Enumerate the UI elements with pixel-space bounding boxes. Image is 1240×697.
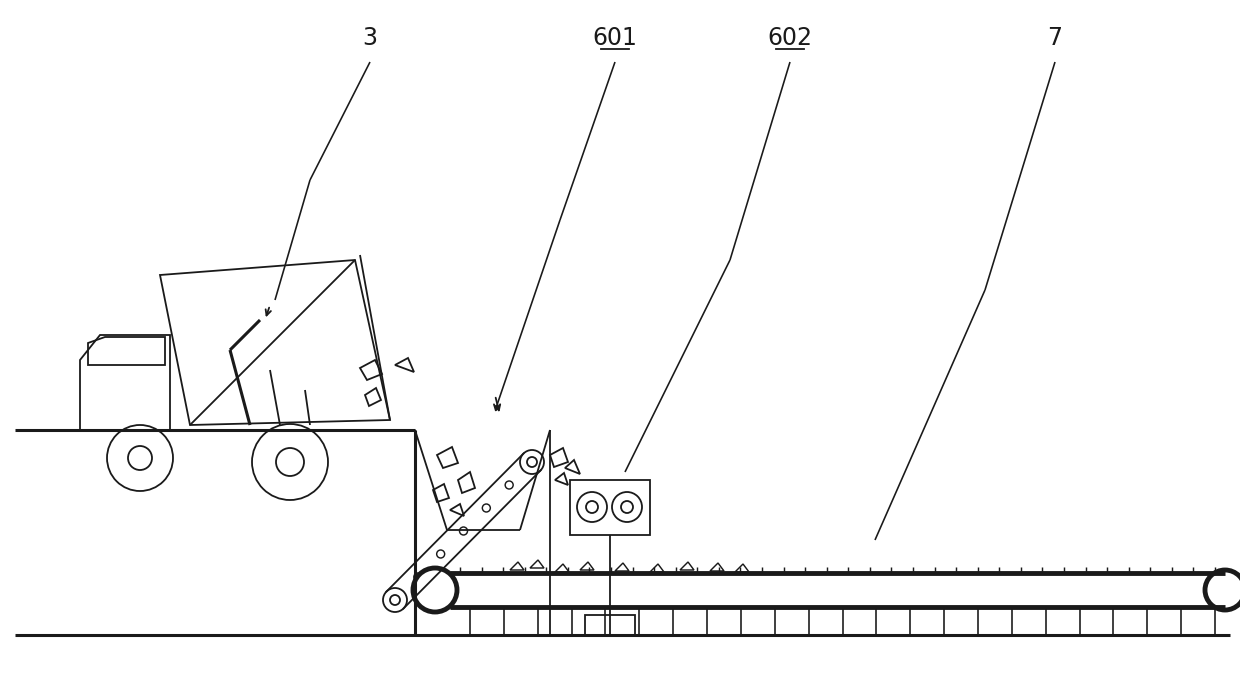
Circle shape — [1205, 570, 1240, 610]
Bar — [570, 480, 650, 535]
Circle shape — [413, 568, 458, 612]
Text: 7: 7 — [1048, 26, 1063, 50]
Text: 601: 601 — [593, 26, 637, 50]
Bar — [585, 615, 635, 635]
Text: 602: 602 — [768, 26, 812, 50]
Text: 3: 3 — [362, 26, 377, 50]
